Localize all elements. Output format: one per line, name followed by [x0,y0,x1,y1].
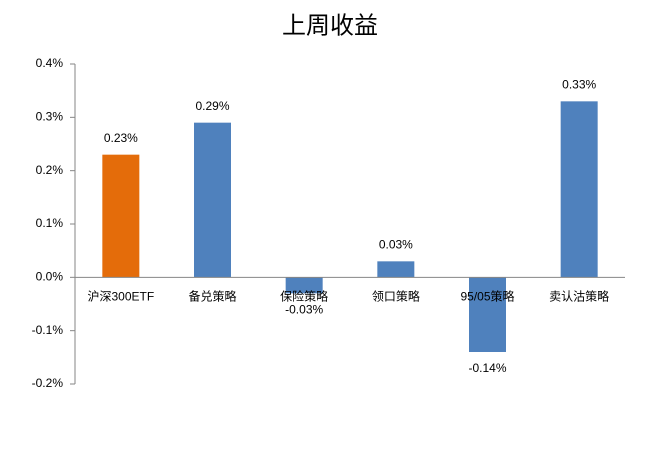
y-tick-label: -0.2% [32,376,64,390]
value-label: -0.03% [285,303,323,317]
y-tick-label: 0.0% [36,270,64,284]
y-tick-label: 0.3% [36,110,64,124]
value-label: 0.23% [104,131,138,145]
y-tick-label: 0.1% [36,216,64,230]
bar [102,154,140,278]
bar [194,122,231,278]
bar [377,261,415,278]
x-tick-label: 95/05策略 [460,289,514,304]
value-label: 0.29% [195,99,229,113]
value-label: 0.03% [379,238,413,252]
x-tick-label: 领口策略 [372,289,420,304]
y-tick-label: -0.1% [32,323,64,337]
value-label: -0.14% [468,361,506,375]
bar [469,277,506,352]
bar [560,101,598,278]
x-tick-label: 保险策略 [280,289,328,304]
bar [285,277,323,294]
x-tick-label: 卖认沽策略 [549,289,609,304]
y-tick-label: 0.2% [36,163,64,177]
x-tick-label: 沪深300ETF [87,290,154,304]
chart-title: 上周收益 [282,13,378,40]
value-label: 0.33% [562,78,596,92]
y-tick-label: 0.4% [36,56,64,70]
x-tick-label: 备兑策略 [188,289,236,304]
